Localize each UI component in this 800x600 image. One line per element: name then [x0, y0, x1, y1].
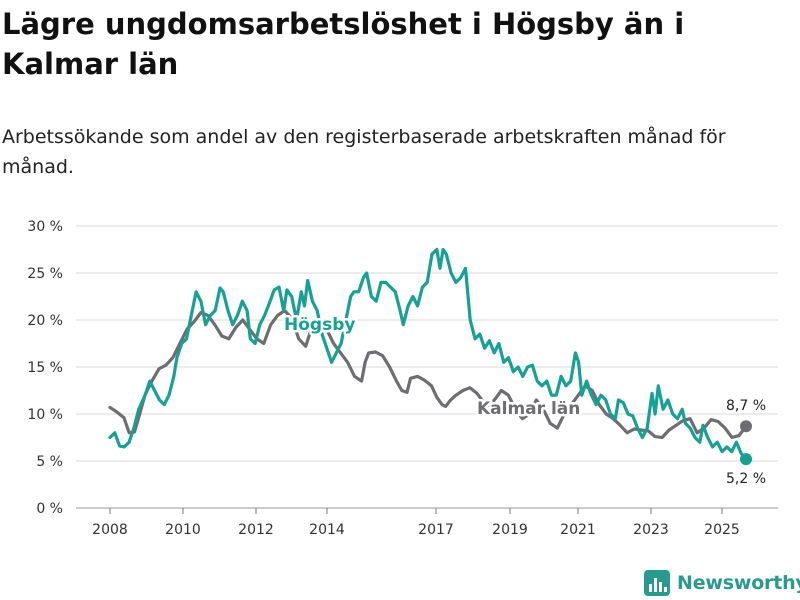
y-tick-label: 30 % [27, 219, 63, 235]
newsworthy-chart-icon [644, 570, 670, 596]
y-tick-label: 5 % [36, 454, 63, 470]
series-line-kalmar [108, 309, 748, 440]
series-name-label: Högsby [284, 315, 355, 335]
y-tick-label: 10 % [27, 407, 63, 423]
brand-name: Newsworthy [677, 572, 800, 594]
chart-title: Lägre ungdomsarbetslöshet i Högsby än i … [2, 7, 685, 81]
x-tick-label: 2008 [92, 522, 128, 538]
x-tick-label: 2014 [309, 522, 345, 538]
series-labels: 8,7 % 5,2 % Högsby Kalmar län [282, 313, 767, 488]
x-tick-label: 2012 [238, 522, 274, 538]
newsworthy-logo: Newsworthy [644, 568, 800, 598]
end-point-hogsby [740, 453, 752, 466]
series-lines [108, 247, 752, 466]
x-axis: 2008 2010 2012 2014 2017 2019 2021 2023 2025 [92, 508, 740, 538]
gridlines [76, 225, 778, 509]
end-point-kalmar [740, 420, 752, 433]
series-line-hogsby [108, 247, 748, 461]
x-tick-label: 2019 [492, 522, 528, 538]
series-name-label: Kalmar län [477, 399, 580, 419]
x-tick-label: 2025 [704, 522, 740, 538]
end-value-label: 8,7 % [726, 398, 766, 414]
y-tick-label: 20 % [27, 313, 63, 329]
x-tick-label: 2010 [165, 522, 201, 538]
end-value-label: 5,2 % [726, 471, 766, 487]
x-tick-label: 2023 [633, 522, 669, 538]
y-tick-label: 25 % [27, 266, 63, 282]
chart-subtitle: Arbetssökande som andel av den registerb… [2, 126, 726, 178]
x-tick-label: 2021 [560, 522, 596, 538]
y-tick-label: 0 % [36, 501, 63, 517]
x-tick-label: 2017 [418, 522, 454, 538]
y-tick-label: 15 % [27, 360, 63, 376]
y-axis: 0 % 5 % 10 % 15 % 20 % 25 % 30 % [27, 219, 63, 517]
